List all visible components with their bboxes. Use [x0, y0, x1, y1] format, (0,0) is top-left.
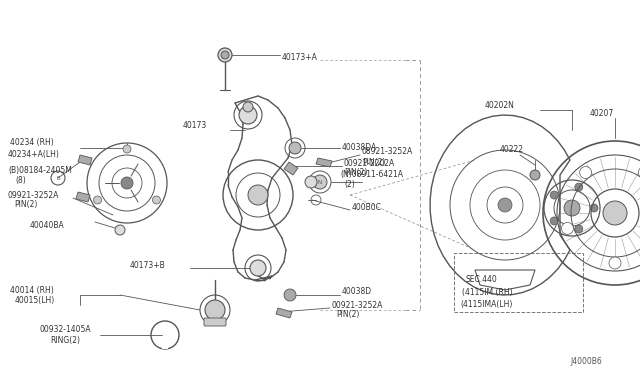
Circle shape — [609, 257, 621, 269]
Circle shape — [580, 167, 591, 179]
Text: (N)08911-6421A: (N)08911-6421A — [340, 170, 403, 180]
Circle shape — [530, 170, 540, 180]
Circle shape — [205, 300, 225, 320]
Text: 40040BA: 40040BA — [30, 221, 65, 230]
Text: 09921-3252A: 09921-3252A — [8, 190, 60, 199]
Text: N: N — [318, 180, 322, 185]
Circle shape — [115, 225, 125, 235]
Text: 40173+A: 40173+A — [282, 52, 318, 61]
Circle shape — [248, 185, 268, 205]
Text: B: B — [56, 176, 60, 180]
Circle shape — [239, 106, 257, 124]
Circle shape — [550, 191, 558, 199]
Text: 00921-3252A: 00921-3252A — [332, 301, 383, 310]
Circle shape — [575, 183, 583, 191]
Text: 40234+A(LH): 40234+A(LH) — [8, 151, 60, 160]
Text: SEC.440: SEC.440 — [465, 276, 497, 285]
Circle shape — [305, 176, 317, 188]
Text: 40014 (RH): 40014 (RH) — [10, 285, 54, 295]
Polygon shape — [284, 162, 298, 175]
Text: RING(2): RING(2) — [50, 336, 80, 344]
Circle shape — [289, 142, 301, 154]
Polygon shape — [276, 308, 292, 318]
Text: PIN(2): PIN(2) — [344, 169, 367, 177]
Polygon shape — [316, 158, 332, 167]
Circle shape — [313, 175, 327, 189]
Polygon shape — [76, 192, 90, 202]
Text: 400B0C: 400B0C — [352, 202, 382, 212]
Circle shape — [121, 177, 133, 189]
Circle shape — [123, 145, 131, 153]
Circle shape — [218, 48, 232, 62]
Text: 40207: 40207 — [590, 109, 614, 118]
Text: (4115IMA(LH): (4115IMA(LH) — [460, 301, 513, 310]
Text: (4115IM (RH): (4115IM (RH) — [462, 289, 513, 298]
Text: 40222: 40222 — [500, 145, 524, 154]
Circle shape — [575, 225, 583, 233]
FancyBboxPatch shape — [204, 318, 226, 326]
Polygon shape — [162, 342, 168, 349]
Circle shape — [603, 201, 627, 225]
Text: 40038DA: 40038DA — [342, 144, 377, 153]
Circle shape — [152, 196, 161, 204]
Text: PIN(2): PIN(2) — [14, 201, 37, 209]
Text: (2): (2) — [344, 180, 355, 189]
Text: 40038D: 40038D — [342, 288, 372, 296]
Circle shape — [221, 51, 229, 59]
Circle shape — [590, 204, 598, 212]
Text: PIN(2): PIN(2) — [362, 157, 385, 167]
Circle shape — [498, 198, 512, 212]
Circle shape — [284, 289, 296, 301]
Text: 40173+B: 40173+B — [130, 260, 166, 269]
Polygon shape — [78, 155, 92, 165]
Text: J4000B6: J4000B6 — [570, 357, 602, 366]
Text: (B)08184-2405M: (B)08184-2405M — [8, 166, 72, 174]
Text: PIN(2): PIN(2) — [336, 311, 360, 320]
Text: 40234 (RH): 40234 (RH) — [10, 138, 54, 148]
Text: 40173: 40173 — [183, 122, 207, 131]
Circle shape — [561, 222, 573, 234]
Circle shape — [93, 196, 102, 204]
Circle shape — [564, 200, 580, 216]
Text: 00932-1405A: 00932-1405A — [40, 326, 92, 334]
Text: 40202N: 40202N — [485, 102, 515, 110]
Circle shape — [550, 217, 558, 225]
Circle shape — [243, 102, 253, 112]
Text: (8): (8) — [15, 176, 26, 185]
Circle shape — [638, 167, 640, 179]
Text: 00921-2202A: 00921-2202A — [344, 158, 396, 167]
Text: 40015(LH): 40015(LH) — [15, 295, 55, 305]
Circle shape — [250, 260, 266, 276]
Text: 08921-3252A: 08921-3252A — [362, 148, 413, 157]
